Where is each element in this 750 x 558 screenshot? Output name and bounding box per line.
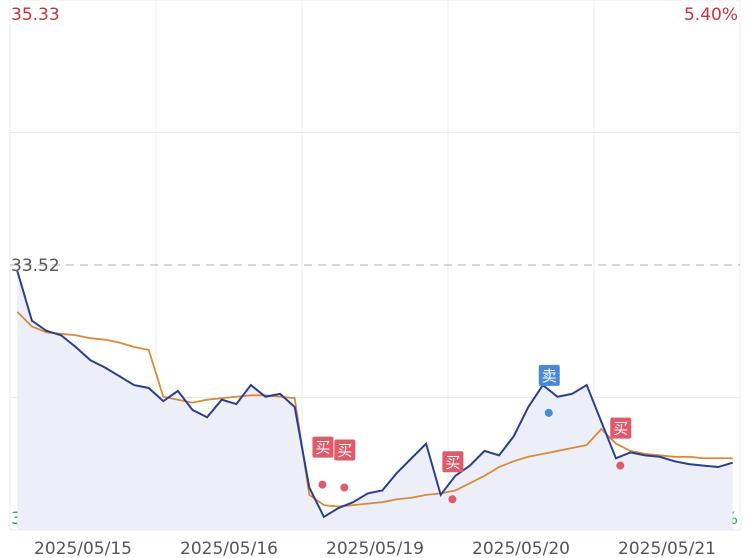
trade-badge xyxy=(442,451,464,473)
trade-point xyxy=(318,480,327,489)
trade-badge xyxy=(312,436,334,458)
x-tick-label: 2025/05/21 xyxy=(618,539,716,558)
trade-badge xyxy=(538,364,560,386)
x-tick-label: 2025/05/19 xyxy=(326,539,424,558)
trade-label: 买 xyxy=(445,453,460,471)
price-line xyxy=(16,270,733,519)
trade-badge xyxy=(334,439,356,461)
trade-point xyxy=(544,408,553,417)
y2-tick-label: 5.40% xyxy=(684,5,738,25)
trade-label: 买 xyxy=(613,420,628,438)
trade-label: 卖 xyxy=(542,367,557,385)
trade-label: 买 xyxy=(315,439,330,457)
trade-point xyxy=(616,461,625,470)
avg-line xyxy=(16,311,733,508)
trade-point xyxy=(448,495,457,504)
trade-badge xyxy=(610,417,632,439)
x-tick-label: 2025/05/20 xyxy=(472,539,570,558)
x-tick-label: 2025/05/15 xyxy=(34,539,132,558)
y-tick-label: 35.33 xyxy=(11,5,60,25)
trade-point xyxy=(340,483,349,492)
x-tick-label: 2025/05/16 xyxy=(180,539,278,558)
trade-label: 买 xyxy=(337,442,352,460)
price-area xyxy=(17,270,733,530)
y-tick-label: 33.52 xyxy=(11,256,60,276)
